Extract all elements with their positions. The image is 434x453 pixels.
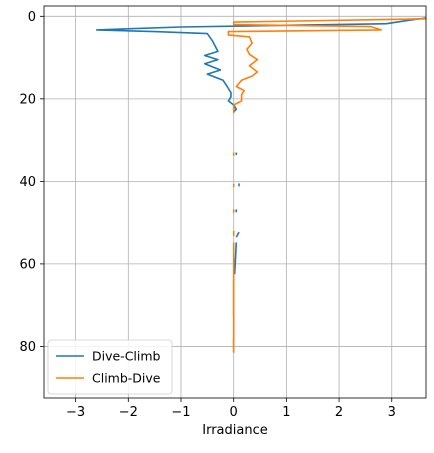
x-axis-label: Irradiance [202, 423, 267, 438]
y-tick-label: 0 [28, 10, 36, 25]
series-line-1 [95, 17, 426, 113]
legend-label: Dive-Climb [92, 349, 161, 364]
tick-layer: −3 −2 −1 0 1 2 3 0 20 40 60 80 [19, 10, 395, 420]
y-tick-label: 80 [19, 340, 36, 355]
legend-label: Climb-Dive [92, 371, 161, 386]
y-tick-label: 60 [19, 257, 36, 272]
plot-frame [43, 5, 427, 399]
x-tick-label: −1 [171, 405, 190, 420]
x-tick-label: 3 [388, 405, 396, 420]
x-tick-label: 0 [230, 405, 238, 420]
series-line-2 [227, 18, 426, 114]
x-tick-label: −3 [66, 405, 85, 420]
legend-box [47, 339, 173, 395]
series-line-1 [235, 231, 240, 238]
y-tick-label: 20 [19, 92, 36, 107]
x-tick-label: 1 [282, 405, 290, 420]
x-tick-label: −2 [119, 405, 138, 420]
series-layer [95, 17, 426, 353]
x-tick-label: 2 [335, 405, 343, 420]
plot-area [95, 17, 426, 353]
series-line-1 [233, 242, 238, 275]
legend: Dive-Climb Climb-Dive [47, 339, 173, 395]
y-tick-label: 40 [19, 175, 36, 190]
